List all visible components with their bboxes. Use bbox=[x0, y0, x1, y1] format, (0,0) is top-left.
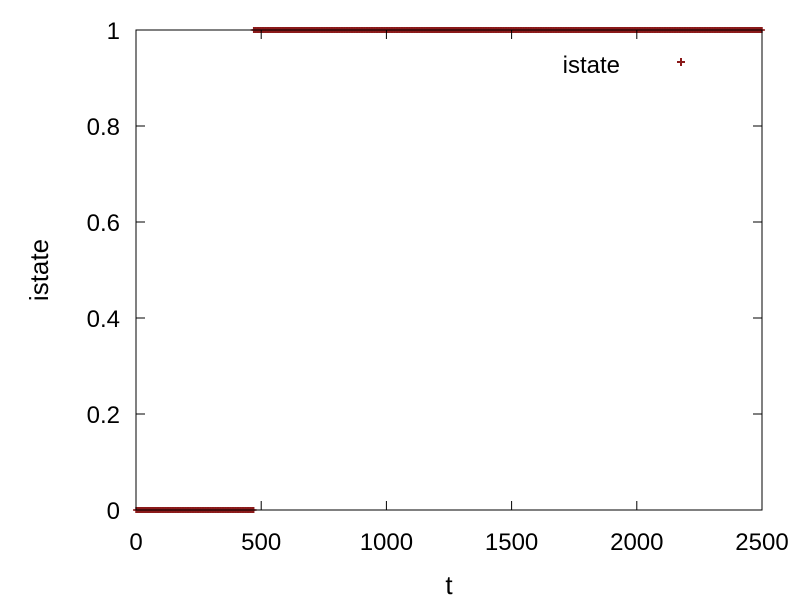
x-axis-label: t bbox=[445, 570, 453, 600]
y-tick-label: 0 bbox=[107, 498, 120, 525]
x-tick-label: 2500 bbox=[735, 529, 788, 556]
y-tick-label: 0.6 bbox=[87, 210, 120, 237]
y-tick-label: 0.4 bbox=[87, 306, 120, 333]
x-tick-label: 500 bbox=[241, 529, 281, 556]
y-tick-label: 0.8 bbox=[87, 114, 120, 141]
tick-labels: 0 500 1000 1500 2000 2500 0 0.2 0.4 0.6 0.8 1 bbox=[87, 18, 789, 556]
y-tick-label: 0.2 bbox=[87, 402, 120, 429]
legend-label: istate bbox=[563, 52, 620, 79]
x-tick-label: 0 bbox=[129, 529, 142, 556]
y-axis-label: istate bbox=[24, 239, 54, 301]
tick-marks bbox=[135, 29, 763, 511]
legend-plus-icon bbox=[677, 58, 685, 66]
x-tick-label: 2000 bbox=[610, 529, 663, 556]
data-layer bbox=[133, 27, 765, 513]
legend-marker bbox=[677, 58, 685, 66]
legend: istate bbox=[563, 52, 685, 79]
x-tick-label: 1000 bbox=[360, 529, 413, 556]
plot-frame bbox=[135, 29, 763, 511]
y-tick-label: 1 bbox=[107, 18, 120, 45]
x-tick-label: 1500 bbox=[485, 529, 538, 556]
